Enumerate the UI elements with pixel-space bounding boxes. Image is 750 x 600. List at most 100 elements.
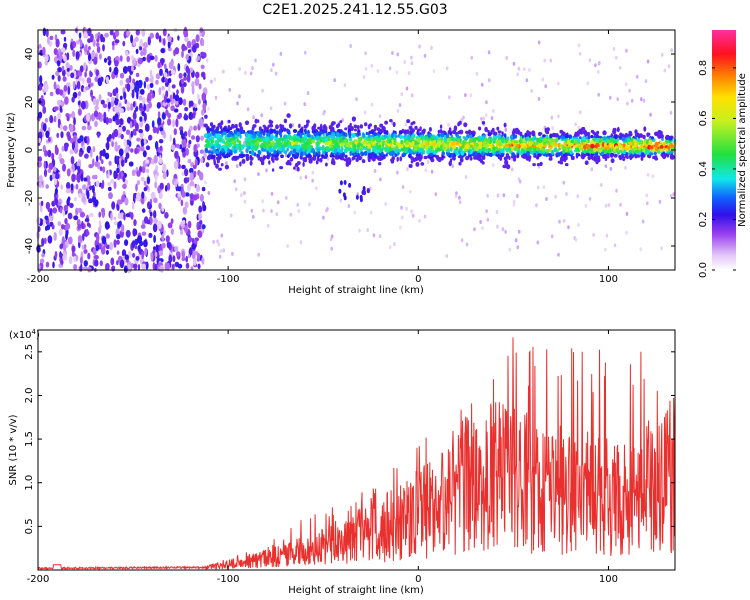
heatmap-cell	[57, 118, 61, 126]
heatmap-cell	[100, 183, 104, 190]
heatmap-cell	[89, 212, 94, 218]
heatmap-cell	[525, 151, 531, 156]
heatmap-cell	[107, 91, 111, 97]
heatmap-cell	[159, 182, 164, 190]
heatmap-cell	[167, 84, 171, 93]
heatmap-cell	[113, 216, 117, 221]
heatmap-cell	[356, 148, 360, 153]
heatmap-cell	[362, 133, 366, 138]
heatmap-cell	[424, 168, 428, 173]
heatmap-cell	[164, 81, 170, 87]
heatmap-cell	[379, 155, 383, 161]
heatmap-cell	[76, 174, 81, 183]
heatmap-cell	[187, 143, 191, 149]
heatmap-cell	[422, 140, 426, 146]
heatmap-cell	[201, 257, 205, 265]
heatmap-cell	[74, 141, 79, 150]
heatmap-cell	[353, 124, 358, 128]
heatmap-cell	[186, 74, 191, 83]
spectrogram-x-label: Height of straight line (km)	[288, 285, 424, 296]
heatmap-cell	[464, 175, 468, 179]
heatmap-cell	[279, 134, 283, 138]
heatmap-cell	[99, 260, 103, 267]
heatmap-cell	[584, 160, 589, 165]
heatmap-cell	[226, 133, 231, 138]
heatmap-cell	[88, 46, 91, 51]
heatmap-cell	[62, 209, 66, 217]
heatmap-cell	[355, 194, 359, 200]
heatmap-cell	[266, 223, 270, 228]
heatmap-cell	[86, 50, 90, 56]
heatmap-cell	[177, 62, 181, 72]
heatmap-cell	[105, 141, 110, 151]
heatmap-cell	[595, 160, 599, 165]
heatmap-cell	[577, 222, 580, 227]
heatmap-cell	[250, 150, 255, 156]
heatmap-cell	[587, 134, 591, 140]
heatmap-cell	[218, 254, 222, 259]
heatmap-cell	[61, 145, 65, 152]
heatmap-cell	[141, 208, 146, 213]
heatmap-cell	[202, 52, 207, 59]
heatmap-cell	[169, 94, 173, 101]
heatmap-cell	[557, 81, 560, 86]
heatmap-cell	[600, 146, 605, 151]
heatmap-cell	[396, 52, 400, 57]
heatmap-cell	[551, 138, 556, 142]
heatmap-cell	[514, 140, 519, 144]
heatmap-cell	[495, 210, 499, 214]
heatmap-cell	[588, 58, 592, 63]
heatmap-cell	[108, 160, 112, 166]
heatmap-cell	[416, 128, 421, 133]
heatmap-cell	[106, 136, 110, 143]
heatmap-cell	[171, 69, 176, 76]
heatmap-cell	[184, 36, 189, 43]
heatmap-cell	[154, 218, 158, 225]
heatmap-cell	[51, 224, 55, 230]
y-tick-label: -40	[24, 238, 35, 254]
heatmap-cell	[167, 41, 171, 49]
heatmap-cell	[71, 173, 76, 183]
snr-exponent-label: (x104)	[9, 328, 40, 341]
heatmap-cell	[420, 142, 424, 148]
heatmap-cell	[181, 171, 185, 176]
heatmap-cell	[481, 155, 486, 161]
heatmap-cell	[312, 151, 316, 156]
heatmap-cell	[453, 125, 458, 131]
heatmap-cell	[266, 132, 270, 137]
heatmap-cell	[616, 126, 620, 133]
heatmap-cell	[64, 96, 69, 105]
heatmap-cell	[60, 131, 64, 139]
heatmap-cell	[470, 55, 474, 60]
heatmap-cell	[583, 149, 587, 154]
heatmap-cell	[592, 131, 596, 135]
heatmap-cell	[394, 149, 398, 154]
heatmap-cell	[174, 47, 180, 55]
heatmap-cell	[177, 186, 183, 192]
heatmap-cell	[112, 45, 115, 51]
heatmap-cell	[197, 230, 203, 238]
heatmap-cell	[423, 53, 427, 58]
heatmap-cell	[484, 126, 488, 133]
heatmap-cell	[330, 246, 334, 251]
snr-frame	[37, 329, 676, 571]
y-tick-label: 20	[24, 96, 35, 109]
heatmap-cell	[134, 245, 138, 250]
colorbar-label: Normalized spectral amplitude	[737, 73, 748, 227]
heatmap-cell	[137, 264, 141, 271]
heatmap-cell	[111, 265, 116, 272]
heatmap-cell	[367, 124, 371, 130]
heatmap-cell	[185, 262, 190, 269]
heatmap-cell	[430, 169, 434, 174]
heatmap-cell	[305, 144, 308, 150]
heatmap-cell	[458, 200, 462, 205]
heatmap-cell	[156, 102, 161, 109]
colorbar-tick-label: 0.6	[698, 110, 709, 126]
heatmap-cell	[110, 212, 113, 221]
heatmap-cell	[177, 263, 183, 269]
heatmap-cell	[609, 166, 613, 171]
heatmap-cell	[406, 119, 411, 124]
heatmap-cell	[44, 150, 48, 157]
heatmap-cell	[49, 174, 53, 182]
heatmap-cell	[401, 185, 405, 190]
